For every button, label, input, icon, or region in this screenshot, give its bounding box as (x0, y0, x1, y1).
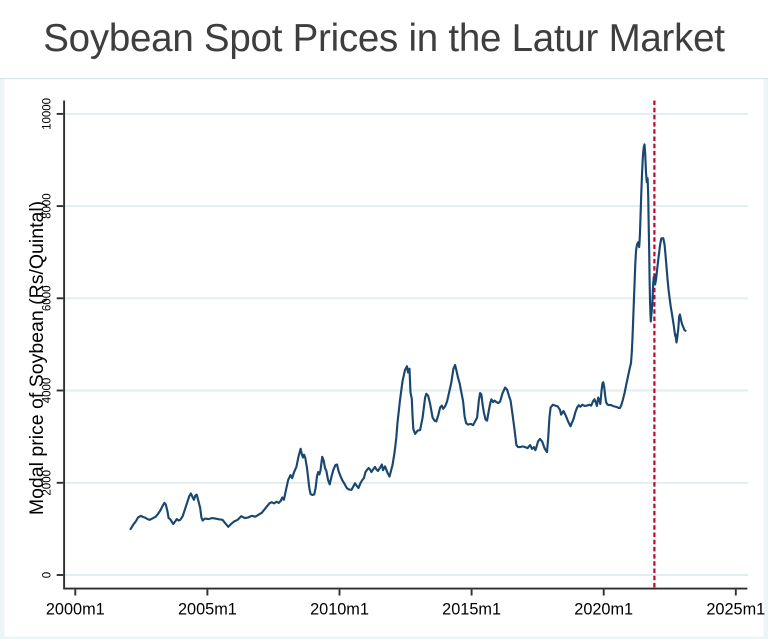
svg-text:6000: 6000 (41, 286, 53, 312)
svg-text:2020m1: 2020m1 (574, 601, 633, 619)
svg-text:2015m1: 2015m1 (442, 601, 501, 619)
svg-text:0: 0 (41, 572, 53, 578)
svg-text:4000: 4000 (41, 378, 53, 404)
svg-text:Modal price of Soybean (Rs/Qui: Modal price of Soybean (Rs/Quintal) (26, 201, 48, 515)
svg-text:2000: 2000 (41, 470, 53, 496)
svg-text:8000: 8000 (41, 193, 53, 219)
svg-text:10000: 10000 (41, 98, 53, 130)
svg-text:2010m1: 2010m1 (310, 601, 369, 619)
svg-text:2025m1: 2025m1 (706, 601, 765, 619)
svg-text:2005m1: 2005m1 (178, 601, 237, 619)
svg-text:2000m1: 2000m1 (46, 601, 105, 619)
